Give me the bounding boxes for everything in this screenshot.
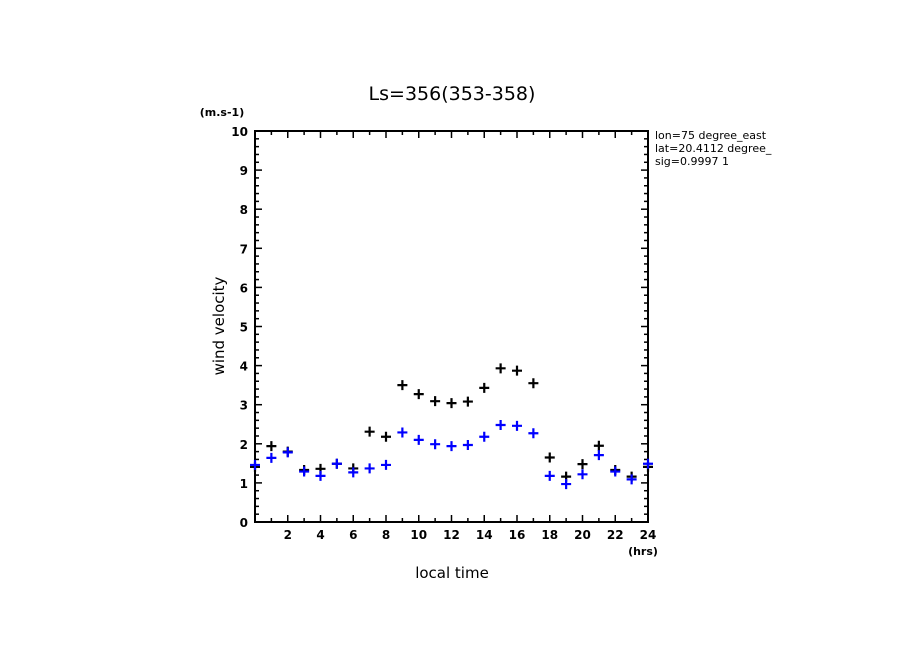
x-tick-label: 4 [316,528,324,542]
data-point-black [381,431,391,442]
data-point-blue [446,441,457,452]
x-tick-label: 24 [640,528,657,542]
data-point-black [593,440,604,451]
y-tick-label: 8 [240,203,248,217]
info-box: lon=75 degree_east lat=20.4112 degree_ s… [655,129,772,168]
data-point-blue [413,434,424,445]
data-point-blue [512,420,522,431]
data-point-blue [544,470,555,481]
x-tick-label: 2 [284,528,292,542]
data-point-black [528,378,539,389]
y-tick-label: 9 [240,164,248,178]
x-tick-label: 20 [574,528,591,542]
plot-frame [254,130,649,523]
y-axis-title: wind velocity [210,276,228,375]
data-point-blue [364,463,375,474]
y-tick-label: 10 [231,125,248,139]
chart-title: Ls=356(353-358) [369,83,536,105]
data-point-blue [495,420,506,431]
x-tick-label: 8 [382,528,390,542]
y-tick-label: 5 [240,321,248,335]
info-sig: sig=0.9997 1 [655,155,729,168]
y-tick-label: 4 [240,360,248,374]
data-point-black [397,380,408,391]
data-point-blue [462,439,473,450]
data-point-black [512,365,522,376]
series-black [250,363,653,482]
data-point-blue [348,467,359,478]
info-lat: lat=20.4112 degree_ [655,142,772,155]
data-point-blue [577,469,588,480]
data-point-black [462,396,473,407]
data-point-blue [266,452,277,463]
y-tick-label: 3 [240,399,248,413]
data-point-blue [430,439,441,450]
data-point-blue [610,466,621,477]
data-point-black [479,382,490,393]
x-tick-label: 22 [607,528,624,542]
data-point-blue [479,431,490,442]
data-point-blue [528,428,539,439]
data-point-blue [381,459,391,470]
data-point-black [430,396,441,407]
data-point-black [266,441,277,452]
series-blue [250,420,653,490]
y-tick-label: 7 [240,242,248,256]
data-point-blue [397,427,408,438]
x-tick-label: 14 [476,528,493,542]
y-tick-label: 1 [240,477,248,491]
data-point-blue [315,470,326,481]
data-point-black [544,452,555,463]
y-tick-label: 6 [240,281,248,295]
x-tick-label: 18 [541,528,558,542]
x-tick-label: 6 [349,528,357,542]
y-tick-label: 0 [240,516,248,530]
data-point-blue [299,466,310,477]
data-point-blue [561,479,572,490]
data-point-blue [250,459,260,470]
data-marks [250,363,653,490]
data-point-black [446,398,457,409]
data-point-blue [643,458,653,469]
info-lon: lon=75 degree_east [655,129,767,142]
data-point-blue [593,450,604,461]
data-point-blue [626,474,637,485]
x-tick-label: 16 [509,528,526,542]
y-tick-label: 2 [240,438,248,452]
x-axis-title: local time [415,564,489,582]
data-point-black [495,363,506,374]
data-point-black [577,459,588,470]
y-unit-label: (m.s-1) [200,106,244,119]
x-tick-label: 12 [443,528,460,542]
data-point-black [413,389,424,400]
data-point-blue [282,447,293,458]
data-point-black [364,426,375,437]
x-unit-label: (hrs) [628,545,658,558]
data-point-blue [331,458,342,469]
x-tick-label: 10 [410,528,427,542]
